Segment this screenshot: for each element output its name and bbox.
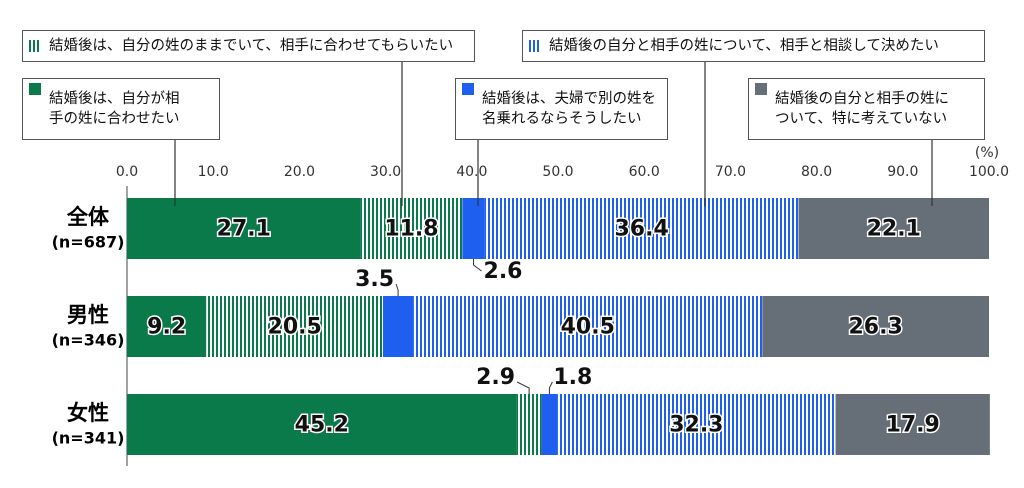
legend-item: 結婚後の自分と相手の姓について、相手と相談して決めたい — [522, 30, 985, 62]
x-tick-label: 60.0 — [629, 164, 660, 180]
value-label: 26.3 — [849, 315, 903, 340]
legend-label: 結婚後は、自分が相手の姓に合わせたい — [49, 91, 180, 127]
legend-item: 結婚後は、夫婦で別の姓を名乗れるならそうしたい — [455, 78, 668, 140]
x-tick-label: 80.0 — [801, 164, 832, 180]
x-tick-label: 50.0 — [542, 164, 573, 180]
value-label: 17.9 — [886, 413, 940, 438]
bar-segment — [206, 296, 384, 357]
x-tick-label: 30.0 — [370, 164, 401, 180]
legend-item: 結婚後は、自分の姓のままでいて、相手に合わせてもらいたい — [22, 30, 475, 62]
legend-item: 結婚後は、自分が相手の姓に合わせたい — [22, 78, 220, 140]
value-label: 27.1 — [217, 217, 271, 242]
value-label: 45.2 — [295, 413, 349, 438]
x-tick-label: 40.0 — [456, 164, 487, 180]
legend-swatch — [529, 40, 541, 52]
x-tick-label: 90.0 — [887, 164, 918, 180]
legend-label: 結婚後は、自分の姓のままでいて、相手に合わせてもらいたい — [49, 38, 454, 54]
x-tick-label: 20.0 — [284, 164, 315, 180]
bar-segment — [484, 198, 799, 259]
legend-swatch — [29, 83, 41, 95]
leader-line — [548, 381, 553, 394]
bar-segment — [835, 394, 990, 455]
bar-segment — [360, 198, 463, 259]
x-tick-label: 70.0 — [715, 164, 746, 180]
bar-segment — [413, 296, 763, 357]
bar-segment — [762, 296, 989, 357]
legend-swatch — [29, 40, 41, 52]
category-label: 男性 — [67, 303, 109, 327]
value-label: 11.8 — [384, 217, 438, 242]
bar-segment — [516, 394, 542, 455]
bar-segment — [462, 198, 485, 259]
bar-segment — [383, 296, 414, 357]
value-label: 2.6 — [484, 259, 523, 284]
legend-label: 結婚後の自分と相手の姓について、相手と相談して決めたい — [549, 38, 939, 54]
leader-line — [395, 283, 399, 296]
legend-label: 結婚後は、夫婦で別の姓を名乗れるならそうしたい — [482, 91, 656, 127]
value-label: 32.3 — [669, 413, 723, 438]
bar-segment — [557, 394, 836, 455]
bar-segment — [127, 296, 207, 357]
value-label: 3.5 — [355, 267, 394, 292]
leader-line — [473, 259, 482, 272]
x-tick-label: 100.0 — [969, 164, 1009, 180]
value-label: 20.5 — [268, 315, 322, 340]
x-tick-label: 10.0 — [198, 164, 229, 180]
value-label: 1.8 — [553, 365, 592, 390]
legend-swatch — [462, 83, 474, 95]
legend-swatch — [755, 83, 767, 95]
leader-line — [516, 381, 530, 394]
legend-label: 結婚後の自分と相手の姓について、特に考えていない — [775, 91, 949, 127]
bar-segment — [798, 198, 989, 259]
category-label: 全体 — [66, 205, 110, 229]
x-axis-unit: (%) — [975, 145, 999, 161]
category-label: 女性 — [67, 401, 109, 425]
category-note: (n=687) — [52, 233, 125, 252]
value-label: 22.1 — [867, 217, 921, 242]
bar-segment — [127, 198, 361, 259]
bar-segment — [541, 394, 558, 455]
value-label: 36.4 — [614, 217, 668, 242]
category-note: (n=341) — [52, 429, 125, 448]
value-label: 9.2 — [147, 315, 186, 340]
legend-item: 結婚後の自分と相手の姓について、特に考えていない — [748, 78, 985, 140]
value-label: 40.5 — [561, 315, 615, 340]
x-tick-label: 0.0 — [116, 164, 138, 180]
bar-segment — [127, 394, 517, 455]
value-label: 2.9 — [476, 365, 515, 390]
category-note: (n=346) — [52, 331, 125, 350]
